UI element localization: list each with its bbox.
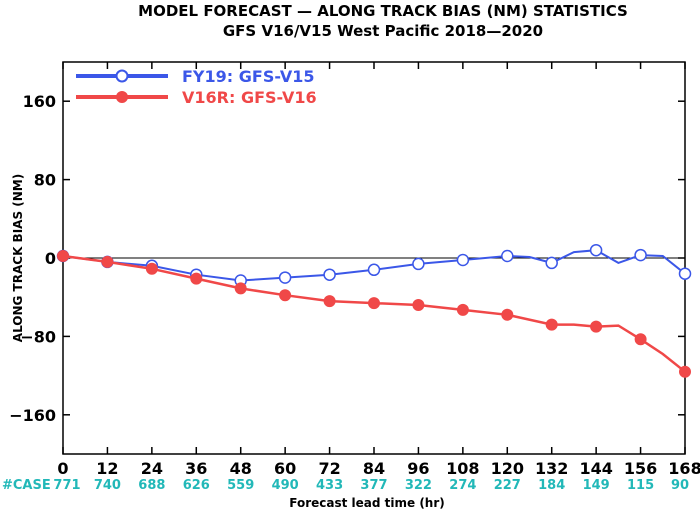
x-tick-label: 168 (668, 459, 700, 478)
series-1-point (412, 299, 425, 311)
case-count: 433 (316, 478, 343, 493)
y-axis-label: ALONG TRACK BIAS (NM) (11, 174, 25, 342)
case-count: 377 (360, 478, 387, 493)
case-label: #CASE (2, 478, 51, 493)
x-tick-label: 0 (57, 459, 68, 478)
case-count: 559 (227, 478, 254, 493)
case-count: 490 (272, 478, 299, 493)
series-1-point (323, 295, 336, 308)
series-1-point (590, 320, 603, 333)
x-tick-label: 144 (579, 459, 612, 478)
y-tick-label: 160 (23, 92, 56, 111)
case-count: 149 (583, 478, 610, 493)
series-1-point (456, 303, 469, 316)
series-1-point (501, 308, 514, 321)
series-1-point (101, 255, 114, 268)
x-ticks: 0 12 24 36 48 60 72 84 96 108 120 132 144 156 168 (57, 62, 700, 478)
series-0-point (678, 267, 692, 280)
series-1-point (57, 250, 69, 262)
series-0-point (634, 248, 647, 262)
series-0-point (589, 243, 603, 257)
case-count: 322 (405, 478, 432, 493)
series-0-point (412, 257, 425, 271)
series-1-point (190, 272, 203, 285)
x-tick-label: 156 (624, 459, 657, 478)
legend-marker-v15 (115, 69, 129, 83)
case-count: 626 (183, 478, 210, 493)
legend-marker-v16 (116, 91, 128, 103)
series-1-point (545, 318, 558, 331)
series-line-1 (62, 254, 686, 373)
x-tick-label: 60 (274, 459, 296, 478)
series-layer (56, 243, 692, 378)
chart-subtitle: GFS V16/V15 West Pacific 2018—2020 (223, 22, 543, 40)
x-tick-label: 96 (407, 459, 429, 478)
legend: FY19: GFS-V15 V16R: GFS-V16 (76, 67, 317, 107)
x-tick-label: 48 (230, 459, 252, 478)
series-1-point (368, 297, 380, 310)
series-0-point (323, 268, 336, 281)
y-tick-label: 0 (45, 249, 56, 268)
series-0-point (278, 271, 292, 284)
x-tick-label: 84 (363, 459, 385, 478)
legend-label-v16: V16R: GFS-V16 (182, 88, 317, 107)
case-count: 227 (494, 478, 521, 493)
case-count: 688 (138, 478, 165, 493)
series-1-point (234, 282, 247, 295)
series-0-point (501, 249, 514, 263)
series-1-point (145, 262, 158, 275)
case-count: 115 (627, 478, 654, 493)
x-axis-label: Forecast lead time (hr) (289, 496, 445, 510)
legend-label-v15: FY19: GFS-V15 (182, 67, 314, 86)
y-ticks: 160 80 0 −80 −160 (9, 92, 685, 425)
series-0-point (545, 256, 558, 270)
x-tick-label: 108 (446, 459, 479, 478)
case-count: 274 (449, 478, 476, 493)
series-1-point (679, 365, 691, 378)
x-tick-label: 132 (535, 459, 568, 478)
x-tick-label: 36 (185, 459, 207, 478)
x-tick-label: 120 (491, 459, 524, 478)
x-tick-label: 72 (318, 459, 340, 478)
y-tick-label: 80 (34, 171, 56, 190)
case-count: 740 (94, 478, 121, 493)
series-1-point (279, 289, 292, 302)
y-tick-label: −80 (20, 327, 56, 346)
case-count: 771 (53, 478, 80, 493)
x-tick-label: 24 (141, 459, 163, 478)
x-tick-label: 12 (96, 459, 118, 478)
series-1-point (634, 333, 647, 346)
case-counts: 771 740 688 626 559 490 433 377 322 274 227 184 149 1… (53, 478, 689, 493)
series-0-point (367, 263, 381, 277)
series-0-point (456, 253, 470, 267)
y-tick-label: −160 (9, 406, 56, 425)
chart-title: MODEL FORECAST — ALONG TRACK BIAS (NM) S… (138, 2, 628, 20)
case-count: 90 (671, 478, 689, 493)
case-count: 184 (538, 478, 565, 493)
